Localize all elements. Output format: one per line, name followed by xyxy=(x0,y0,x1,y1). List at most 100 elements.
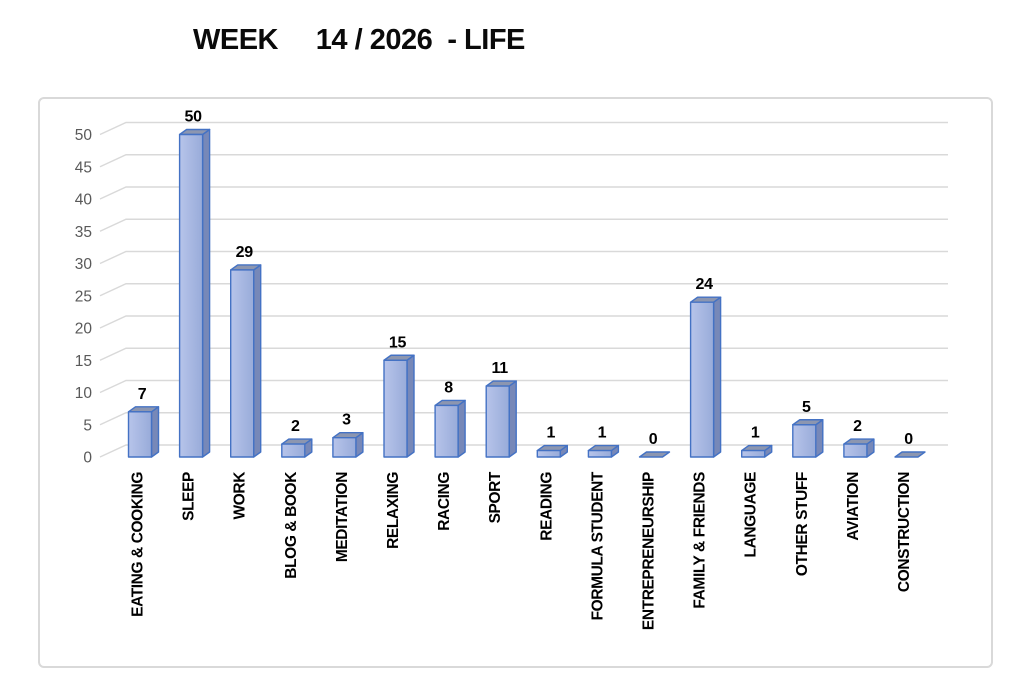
bar-side-face xyxy=(457,399,466,458)
value-label-family-friends: 24 xyxy=(695,276,713,293)
gridline-25 xyxy=(99,283,948,297)
bar-sleep xyxy=(178,128,211,458)
bar-top-face xyxy=(638,451,671,458)
bar-side-face xyxy=(815,419,824,458)
x-label-reading: READING xyxy=(538,472,555,541)
bar-family-friends xyxy=(689,296,722,458)
y-tick-15: 15 xyxy=(75,353,92,370)
bar-side-face xyxy=(508,380,517,458)
bar-front-face xyxy=(383,359,408,458)
value-label-racing: 8 xyxy=(444,379,453,396)
bar-meditation xyxy=(332,431,364,458)
x-label-aviation: AVIATION xyxy=(845,472,862,541)
gridline-5 xyxy=(99,412,948,426)
bar-side-face xyxy=(406,354,415,458)
y-tick-45: 45 xyxy=(75,159,92,176)
bar-relaxing xyxy=(383,354,415,458)
value-label-meditation: 3 xyxy=(342,412,351,429)
bar-aviation xyxy=(843,438,875,458)
y-tick-30: 30 xyxy=(75,256,93,273)
bar-front-face xyxy=(689,301,715,458)
bar-reading xyxy=(536,444,568,458)
gridline-35 xyxy=(99,218,948,232)
bar-front-face xyxy=(485,385,510,458)
bar-front-face xyxy=(229,269,255,458)
bar-other-stuff xyxy=(792,419,824,458)
bar-front-face xyxy=(792,424,817,458)
bar-side-face xyxy=(252,264,262,458)
x-label-work: WORK xyxy=(232,471,249,520)
bar-front-face xyxy=(127,411,153,458)
gridline-30 xyxy=(99,250,948,265)
value-label-reading: 1 xyxy=(546,425,555,442)
y-tick-25: 25 xyxy=(75,288,92,305)
value-label-entrepreneurship: 0 xyxy=(649,431,658,448)
value-label-language: 1 xyxy=(751,425,760,442)
bar-construction xyxy=(894,451,926,458)
bar-front-face xyxy=(587,449,613,458)
value-label-formula-student: 1 xyxy=(598,425,607,442)
x-label-relaxing: RELAXING xyxy=(385,472,402,549)
x-label-meditation: MEDITATION xyxy=(334,472,351,562)
y-tick-0: 0 xyxy=(83,450,92,467)
y-tick-40: 40 xyxy=(75,192,93,209)
value-label-blog-book: 2 xyxy=(291,418,300,435)
bar-side-face xyxy=(201,128,211,458)
value-label-construction: 0 xyxy=(904,431,913,448)
x-label-racing: RACING xyxy=(436,472,453,531)
x-label-construction: CONSTRUCTION xyxy=(896,472,913,592)
bar-side-face xyxy=(712,296,722,458)
bar-front-face xyxy=(332,436,357,458)
bar-front-face xyxy=(434,404,459,458)
bar-front-face xyxy=(741,449,766,458)
value-label-eating-cooking: 7 xyxy=(138,386,147,403)
bar-formula-student xyxy=(587,444,620,458)
gridline-10 xyxy=(99,379,948,394)
y-axis-tick-labels: 0 5 10 15 20 25 30 35 40 45 50 xyxy=(75,127,93,467)
bar-eating-cooking xyxy=(127,406,160,458)
x-label-sleep: SLEEP xyxy=(181,472,198,521)
x-label-family-friends: FAMILY & FRIENDS xyxy=(692,472,709,609)
bar-racing xyxy=(434,399,466,458)
bar-front-face xyxy=(843,443,868,458)
y-tick-10: 10 xyxy=(75,385,93,402)
x-label-language: LANGUAGE xyxy=(743,472,760,558)
gridlines xyxy=(99,121,948,458)
y-tick-5: 5 xyxy=(83,417,92,434)
bar-work xyxy=(229,264,262,458)
x-axis-labels: EATING & COOKING SLEEP WORK BLOG & BOOK MEDI… xyxy=(130,471,914,630)
gridline-20 xyxy=(99,315,948,329)
gridline-40 xyxy=(99,186,948,200)
value-label-other-stuff: 5 xyxy=(802,399,811,416)
value-label-sport: 11 xyxy=(492,360,509,377)
chart-title: WEEK 14 / 2026 - LIFE xyxy=(193,24,525,56)
x-label-other-stuff: OTHER STUFF xyxy=(794,472,811,576)
x-label-blog-book: BLOG & BOOK xyxy=(283,471,300,579)
value-label-aviation: 2 xyxy=(853,418,862,435)
y-tick-50: 50 xyxy=(75,127,93,144)
bar-front-face xyxy=(536,449,561,458)
gridline-15 xyxy=(99,347,948,361)
bars xyxy=(127,128,926,458)
bar-language xyxy=(741,444,773,458)
bar-front-face xyxy=(281,443,306,458)
x-label-sport: SPORT xyxy=(487,471,504,523)
bar-front-face xyxy=(178,133,204,458)
bar-entrepreneurship xyxy=(638,451,671,458)
value-label-sleep: 50 xyxy=(184,109,202,126)
gridline-45 xyxy=(99,154,948,168)
bar-blog-book xyxy=(281,438,313,458)
y-tick-20: 20 xyxy=(75,321,93,338)
value-label-work: 29 xyxy=(236,244,254,261)
chart-area: 0 5 10 15 20 25 30 35 40 45 50 7 50 29 2 3 15 8 11 1 1 0 24 1 5 2… xyxy=(38,97,993,668)
bar-side-face xyxy=(150,406,160,458)
gridline-50 xyxy=(99,121,948,136)
gridline-0 xyxy=(99,444,948,458)
x-label-formula-student: FORMULA STUDENT xyxy=(589,471,606,620)
value-label-relaxing: 15 xyxy=(389,334,407,351)
x-label-entrepreneurship: ENTREPRENEURSHIP xyxy=(641,472,658,630)
bar-top-face xyxy=(894,451,926,458)
